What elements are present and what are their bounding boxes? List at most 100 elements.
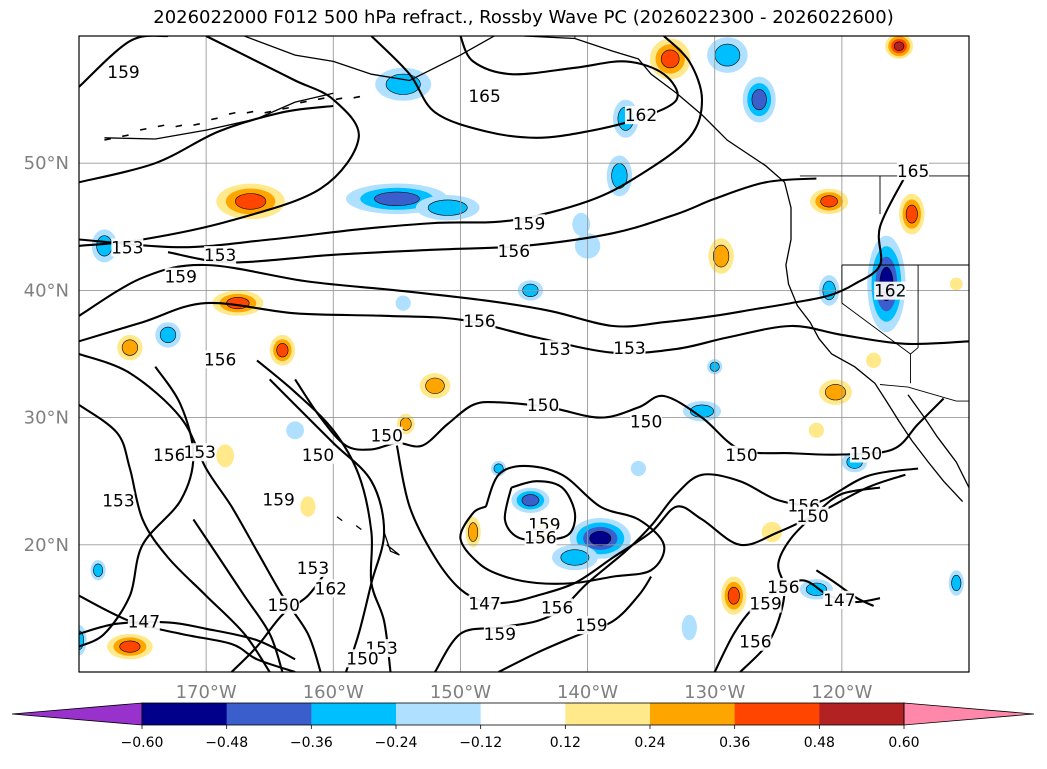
- anomaly-level: [905, 204, 918, 224]
- anomaly-blob: [866, 352, 882, 368]
- anomaly-blob: [948, 570, 964, 596]
- contour-label-bg: [468, 594, 501, 613]
- contour-label-bg: [575, 616, 608, 635]
- contour-label-bg: [850, 444, 883, 463]
- island-mark: [228, 111, 236, 115]
- contour-label-text: 159: [513, 214, 545, 234]
- contour-label-text: 150: [370, 427, 402, 447]
- contour-line: [79, 175, 907, 328]
- contour-line: [79, 594, 296, 672]
- contour-label-bg: [725, 445, 758, 464]
- anomaly-blob: [106, 633, 153, 660]
- colorbar-tick-label: −0.24: [375, 735, 418, 751]
- political-border: [910, 265, 919, 355]
- contour-label-text: 153: [204, 246, 236, 266]
- longitude-tick-label: 120°W: [811, 682, 872, 703]
- contour-label-text: 156: [463, 312, 495, 332]
- contour-line: [79, 36, 169, 88]
- colorbar-segment: [311, 703, 397, 725]
- map-frame: [78, 35, 970, 673]
- island-mark: [211, 117, 218, 121]
- colorbar: −0.60 −0.48 −0.36 −0.24 −0.12 0.12 0.24 0.36 0.4…: [11, 702, 1035, 751]
- latitude-labels: 20°N 30°N 40°N 50°N: [24, 153, 69, 556]
- anomaly-level: [468, 522, 479, 542]
- anomaly-level: [300, 496, 316, 517]
- contour-line: [503, 480, 577, 542]
- colorbar-tick-label: −0.12: [459, 735, 502, 751]
- contour-label-bg: [497, 242, 530, 261]
- contour-label-text: 159: [262, 490, 294, 510]
- contour-label-text: 147: [823, 591, 855, 611]
- contour-label-bg: [767, 578, 800, 597]
- contour-label-bg: [107, 62, 140, 81]
- contour-label: 153: [538, 340, 571, 360]
- contour-label: 150: [796, 507, 828, 527]
- contour-label-bg: [739, 632, 772, 651]
- anomaly-level: [893, 41, 905, 51]
- contour-label: 147: [823, 590, 856, 611]
- contour-label: 150: [630, 412, 662, 433]
- contour-label-bg: [463, 312, 496, 331]
- contour-label-bg: [524, 528, 557, 547]
- contour-line: [268, 378, 386, 672]
- contour-label: 156: [204, 350, 236, 370]
- anomaly-blob: [300, 496, 316, 517]
- contour-label-text: 147: [128, 612, 160, 632]
- colorbar-segment: [396, 703, 482, 725]
- contour-label-text: 159: [484, 625, 516, 645]
- anomaly-level: [521, 494, 540, 507]
- longitude-tick-label: 160°W: [303, 682, 364, 703]
- anomaly-blob: [465, 516, 481, 548]
- anomaly-blob: [949, 277, 963, 291]
- colorbar-frame: [141, 702, 905, 726]
- contour-label-bg: [183, 443, 216, 462]
- contour-line: [370, 36, 679, 139]
- contour-label: 150: [725, 445, 758, 466]
- anomaly-blob: [552, 544, 598, 571]
- colorbar-tick-label: 0.36: [719, 735, 750, 751]
- longitude-tick-label: 170°W: [176, 682, 237, 703]
- anomaly-level: [276, 343, 289, 358]
- coastline: [523, 36, 964, 503]
- anomaly-blob: [269, 334, 296, 366]
- contour-label: 156: [524, 528, 557, 548]
- contour-line: [79, 404, 271, 672]
- anomaly-blob: [810, 188, 849, 215]
- contour-label-bg: [314, 579, 347, 598]
- colorbar-segment: [734, 703, 820, 725]
- contour-label-text: 156: [767, 578, 799, 598]
- colorbar-segment: [226, 703, 312, 725]
- anomaly-level: [820, 195, 838, 208]
- island-mark: [122, 134, 129, 138]
- contour-label-text: 156: [498, 242, 530, 262]
- contour-label-text: 153: [613, 339, 645, 359]
- longitude-tick-label: 140°W: [557, 682, 618, 703]
- contour-label-bg: [613, 338, 646, 357]
- island-mark: [193, 123, 200, 126]
- anomaly-blob: [117, 334, 143, 361]
- contour-line: [294, 378, 945, 456]
- contour-label: 162: [874, 281, 906, 302]
- contour-line: [79, 36, 360, 247]
- contour-line: [79, 104, 334, 184]
- contour-label-text: 153: [102, 492, 134, 512]
- coastline-layer: [104, 36, 969, 556]
- anomaly-level: [572, 212, 591, 236]
- anomaly-blob: [742, 76, 776, 123]
- anomaly-blob: [808, 422, 825, 438]
- anomaly-level: [949, 277, 963, 291]
- anomaly-level: [216, 444, 235, 468]
- anomaly-blob: [286, 421, 304, 440]
- island-mark: [335, 97, 343, 101]
- anomaly-level: [805, 582, 827, 596]
- contour-label-text: 165: [468, 87, 500, 107]
- contour-label-text: 156: [204, 350, 236, 370]
- contour-label-bg: [153, 445, 186, 464]
- contour-label: 153: [297, 558, 329, 579]
- contour-label: 150: [346, 649, 379, 669]
- contour-line: [459, 464, 666, 585]
- longitude-tick-label: 150°W: [430, 682, 491, 703]
- anomaly-level: [866, 352, 882, 368]
